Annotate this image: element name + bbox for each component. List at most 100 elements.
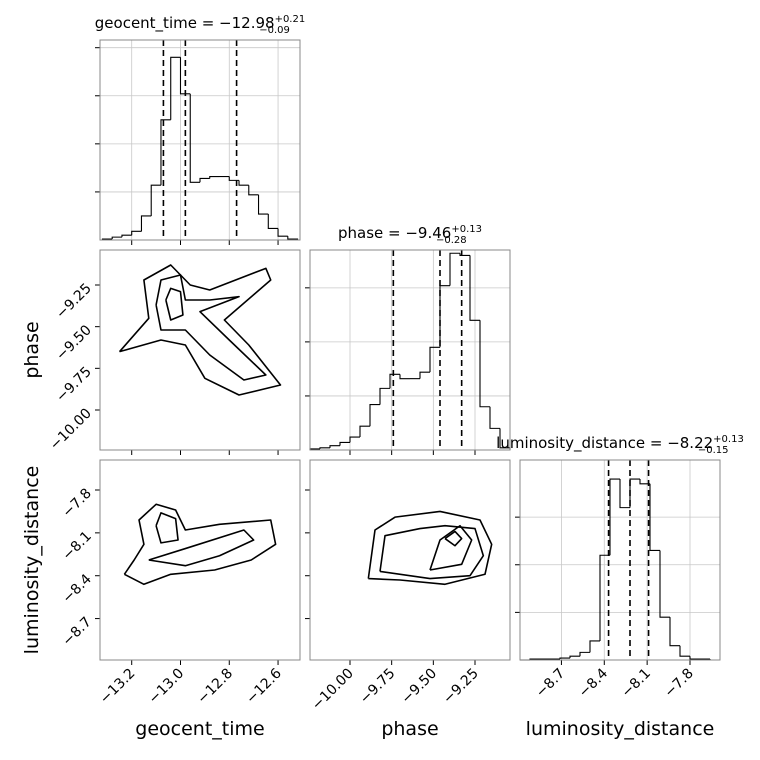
hist-bin <box>267 214 279 230</box>
title-lower: −0.15 <box>698 445 729 456</box>
hist-bin <box>131 230 142 236</box>
hist-bin <box>319 447 330 449</box>
hist-bin <box>679 645 690 657</box>
hist-bin <box>559 657 570 660</box>
contour-line <box>444 530 463 547</box>
contour-line <box>118 264 282 396</box>
y-tick-label: −8.1 <box>59 528 94 563</box>
hist-bin <box>199 177 210 183</box>
hist-bin <box>629 478 640 508</box>
x-tick-label: −13.0 <box>146 666 188 708</box>
hist-bin <box>689 656 700 660</box>
panel-frame <box>519 459 721 661</box>
contour-line <box>155 512 179 544</box>
hist-bin <box>238 180 249 186</box>
hist-bin <box>479 320 490 408</box>
hist-bin <box>669 617 680 647</box>
hist-bin <box>339 441 350 446</box>
y-axis-label: luminosity_distance <box>21 466 43 655</box>
hist-bin <box>257 194 269 215</box>
hist-bin <box>140 215 152 232</box>
panel-frame <box>309 249 511 451</box>
hist-bin <box>489 406 500 429</box>
hist-bin <box>287 236 299 240</box>
hist-bin <box>228 176 240 181</box>
hist-bin <box>649 483 660 552</box>
hist-bin <box>329 445 340 448</box>
x-axis-label: geocent_time <box>135 718 264 740</box>
panel-title: phase = −9.46+0.13 −0.28 <box>338 224 482 246</box>
x-tick-label: −8.7 <box>533 666 568 701</box>
x-axis-label: phase <box>381 718 438 740</box>
panel-frame <box>99 39 301 241</box>
y-tick-label: −9.50 <box>53 322 95 364</box>
x-tick-label: −13.2 <box>97 666 139 708</box>
x-tick-label: −9.75 <box>357 666 399 708</box>
hist-bin <box>121 234 132 238</box>
hist-bin <box>369 404 380 427</box>
hist-bin <box>429 346 440 373</box>
hist-bin <box>349 436 360 443</box>
hist-bin <box>419 371 430 379</box>
contour-line <box>429 524 473 571</box>
hist-bin <box>277 228 288 237</box>
x-tick-label: −9.50 <box>399 666 441 708</box>
panel-title: luminosity_distance = −8.22+0.13 −0.15 <box>496 434 744 456</box>
x-tick-label: −9.25 <box>440 666 482 708</box>
y-tick-label: −9.75 <box>53 364 95 406</box>
panel-frame <box>309 459 511 661</box>
x-tick-label: −12.6 <box>243 665 285 707</box>
hist-bin <box>359 425 370 438</box>
x-tick-label: −10.00 <box>309 666 357 714</box>
x-tick-label: −8.1 <box>619 666 654 701</box>
panel-title: geocent_time = −12.98+0.21 −0.09 <box>95 14 305 36</box>
title-main: luminosity_distance = −8.22 <box>496 434 713 453</box>
y-tick-label: −8.7 <box>59 614 94 649</box>
contour-line <box>367 510 493 586</box>
hist-bin <box>179 57 191 95</box>
hist-bin <box>589 640 600 653</box>
title-lower: −0.28 <box>436 235 467 246</box>
hist-bin <box>209 175 220 179</box>
hist-bin <box>150 184 161 216</box>
contour-line <box>155 274 267 381</box>
title-upper: +0.13 <box>713 434 744 445</box>
y-tick-label: −10.00 <box>47 406 95 454</box>
panel-frame <box>99 249 301 451</box>
x-axis-label: luminosity_distance <box>526 718 715 740</box>
hist-bin <box>459 253 470 256</box>
hist-bin <box>579 651 590 657</box>
hist-bin <box>439 285 450 348</box>
x-tick-label: −8.4 <box>576 665 611 700</box>
hist-bin <box>659 550 670 618</box>
hist-bin <box>111 236 122 240</box>
hist-bin <box>639 479 650 485</box>
x-tick-label: −12.8 <box>194 666 236 708</box>
hist-bin <box>609 478 620 556</box>
y-tick-label: −9.25 <box>53 281 95 323</box>
hist-bin <box>449 252 460 286</box>
y-tick-label: −7.8 <box>59 486 94 521</box>
hist-bin <box>248 185 259 196</box>
y-axis-label: phase <box>21 321 43 378</box>
hist-bin <box>189 93 200 183</box>
contour-line <box>123 503 277 586</box>
contour-line <box>379 524 485 580</box>
hist-bin <box>160 119 171 186</box>
hist-bin <box>389 373 400 389</box>
title-lower: −0.09 <box>259 25 290 36</box>
x-tick-label: −7.8 <box>661 666 696 701</box>
hist-bin <box>399 374 410 380</box>
contour-line <box>165 287 184 321</box>
contour-line <box>148 529 255 567</box>
hist-bin <box>619 479 630 509</box>
title-main: geocent_time = −12.98 <box>95 14 275 33</box>
panel-frame <box>99 459 301 661</box>
title-upper: +0.21 <box>275 14 306 25</box>
hist-bin <box>569 655 580 659</box>
hist-bin <box>170 56 181 120</box>
hist-bin <box>469 255 480 321</box>
y-tick-label: −8.4 <box>59 571 94 606</box>
hist-bin <box>379 387 390 405</box>
